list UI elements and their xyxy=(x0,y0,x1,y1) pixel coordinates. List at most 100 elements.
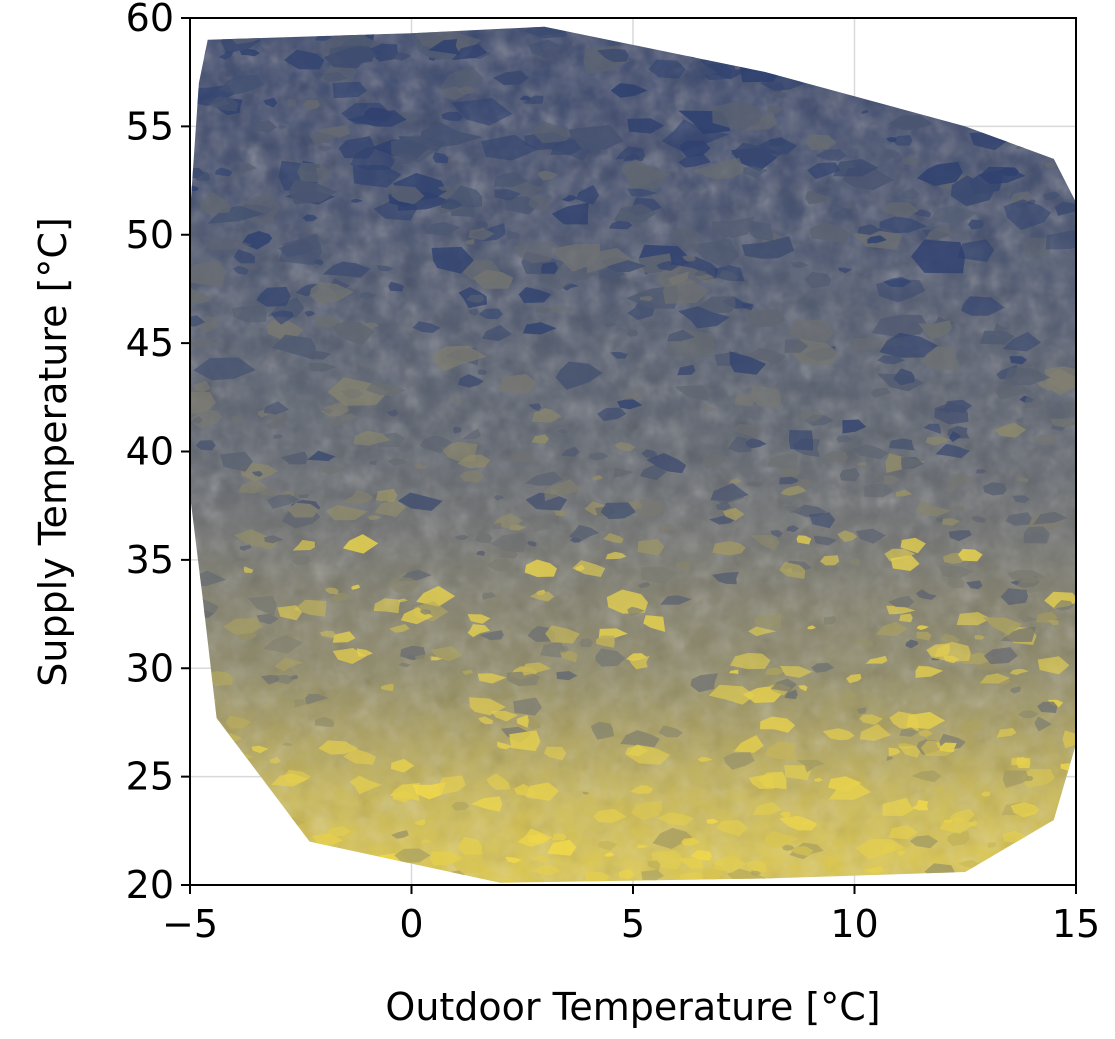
contour-patch xyxy=(302,99,321,110)
contour-patch xyxy=(884,149,901,159)
contour-patch xyxy=(800,820,814,826)
contour-patch xyxy=(693,270,708,277)
contour-patch xyxy=(898,746,921,758)
contour-patch xyxy=(1021,769,1055,789)
contour-patch xyxy=(199,819,222,833)
contour-patch xyxy=(882,276,912,288)
contour-patch xyxy=(767,105,783,115)
contour-patch xyxy=(641,869,664,881)
contour-patch xyxy=(674,385,710,401)
contour-patch xyxy=(243,264,260,271)
contour-patch xyxy=(544,479,583,502)
contour-patch xyxy=(809,50,853,71)
contour-patch xyxy=(513,697,542,716)
contour-patch xyxy=(971,515,987,523)
contour-patch xyxy=(478,308,503,320)
contour-patch xyxy=(868,120,878,125)
contour-patch xyxy=(619,868,635,880)
contour-patch xyxy=(782,506,803,514)
contour-patch xyxy=(643,615,666,632)
contour-patch xyxy=(875,621,908,637)
contour-patch xyxy=(796,759,825,773)
contour-patch xyxy=(257,486,279,496)
contour-patch xyxy=(329,322,375,346)
contour-patch xyxy=(392,872,406,880)
x-axis-ticks: −5 0 5 10 15 xyxy=(162,885,1100,946)
contour-patch xyxy=(440,65,485,93)
contour-patch xyxy=(319,630,335,639)
contour-patch xyxy=(309,282,355,305)
contour-patch xyxy=(1009,668,1029,675)
contour-patch xyxy=(916,625,929,630)
contour-patch xyxy=(190,287,213,305)
contour-patch xyxy=(452,857,484,874)
contour-patch xyxy=(516,714,529,728)
contour-patch xyxy=(987,842,997,848)
contour-patch xyxy=(974,635,986,640)
contour-patch xyxy=(938,26,949,29)
contour-patch xyxy=(265,421,280,430)
contour-patch xyxy=(900,157,922,166)
contour-patch xyxy=(979,673,1011,684)
y-tick-label: 40 xyxy=(126,430,174,474)
contour-patch xyxy=(551,202,589,225)
contour-patch xyxy=(266,494,301,509)
contour-patch xyxy=(915,666,944,678)
contour-patch xyxy=(287,502,319,518)
contour-patch xyxy=(533,864,561,876)
contour-patch xyxy=(862,40,909,59)
contour-patch xyxy=(828,781,871,800)
contour-patch xyxy=(540,641,566,658)
contour-patch xyxy=(1009,356,1027,365)
contour-patch xyxy=(779,811,791,819)
contour-patch xyxy=(1037,656,1070,675)
contour-patch xyxy=(598,840,618,851)
contour-patch xyxy=(1000,588,1028,606)
contour-patch xyxy=(899,188,920,200)
contour-patch xyxy=(853,336,886,352)
contour-patch xyxy=(369,43,398,62)
contour-patch xyxy=(458,836,483,855)
contour-patch xyxy=(239,544,252,551)
contour-patch xyxy=(901,457,924,470)
contour-patch xyxy=(923,89,947,100)
contour-patch xyxy=(454,534,469,540)
contour-patch xyxy=(541,261,559,274)
contour-patch xyxy=(597,407,627,422)
contour-patch xyxy=(879,332,938,358)
contour-patch xyxy=(899,727,919,737)
contour-patch xyxy=(438,775,466,795)
contour-patch xyxy=(414,819,426,826)
contour-patch xyxy=(940,26,974,36)
contour-patch xyxy=(689,238,740,268)
contour-patch xyxy=(674,560,690,571)
contour-patch xyxy=(452,43,488,61)
contour-patch xyxy=(1023,872,1062,883)
contour-patch xyxy=(547,839,577,856)
contour-patch xyxy=(745,348,786,365)
contour-patch xyxy=(641,320,656,330)
contour-patch xyxy=(190,409,223,429)
contour-patch xyxy=(731,142,784,163)
contour-patch xyxy=(433,345,488,372)
contour-patch xyxy=(517,828,553,847)
contour-patch xyxy=(871,314,928,338)
contour-patch xyxy=(513,241,555,264)
contour-patch xyxy=(1023,526,1050,544)
contour-patch xyxy=(752,55,782,72)
contour-patch xyxy=(784,765,811,781)
contour-patch xyxy=(656,812,695,826)
contour-patch xyxy=(279,234,323,266)
contour-patch xyxy=(190,315,205,327)
contour-patch xyxy=(882,797,914,816)
contour-patch xyxy=(331,592,351,602)
contour-patch xyxy=(760,716,796,733)
contour-patch xyxy=(432,152,449,164)
contour-patch xyxy=(936,406,950,414)
contour-patch xyxy=(957,719,986,732)
contour-patch xyxy=(561,195,578,202)
contour-patch xyxy=(595,648,626,667)
contour-patch xyxy=(809,512,836,529)
contour-patch xyxy=(359,291,377,300)
contour-patch xyxy=(342,489,374,505)
